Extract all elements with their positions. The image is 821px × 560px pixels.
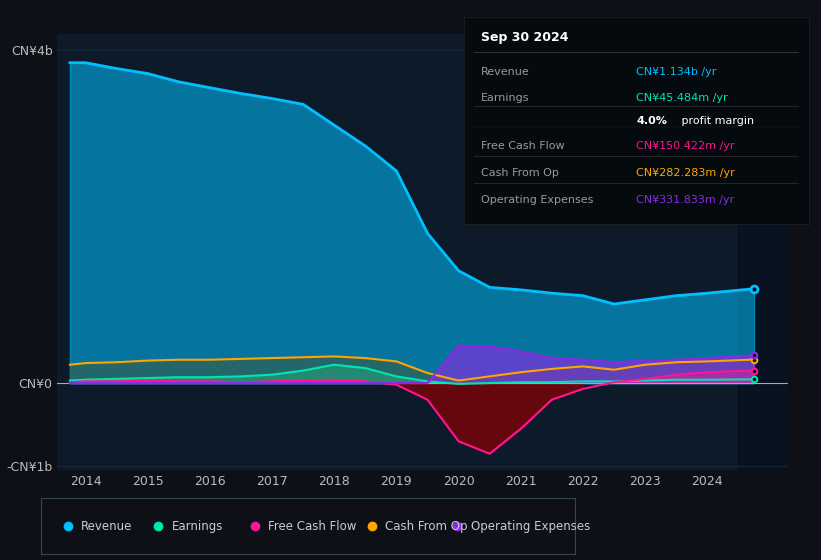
Text: Revenue: Revenue [81,520,132,533]
Text: profit margin: profit margin [677,116,754,126]
Text: Free Cash Flow: Free Cash Flow [268,520,356,533]
Text: Cash From Op: Cash From Op [385,520,468,533]
Text: CN¥282.283m /yr: CN¥282.283m /yr [636,168,735,178]
Text: Sep 30 2024: Sep 30 2024 [481,31,569,44]
Text: CN¥45.484m /yr: CN¥45.484m /yr [636,94,728,104]
Text: Cash From Op: Cash From Op [481,168,559,178]
Text: Revenue: Revenue [481,67,530,77]
Text: Earnings: Earnings [481,94,530,104]
Text: CN¥1.134b /yr: CN¥1.134b /yr [636,67,717,77]
Bar [738,34,788,470]
Text: 4.0%: 4.0% [636,116,667,126]
Text: Free Cash Flow: Free Cash Flow [481,141,565,151]
Text: Operating Expenses: Operating Expenses [481,195,594,205]
Text: CN¥331.833m /yr: CN¥331.833m /yr [636,195,735,205]
Text: CN¥150.422m /yr: CN¥150.422m /yr [636,141,735,151]
Text: Earnings: Earnings [172,520,223,533]
Text: Operating Expenses: Operating Expenses [470,520,589,533]
